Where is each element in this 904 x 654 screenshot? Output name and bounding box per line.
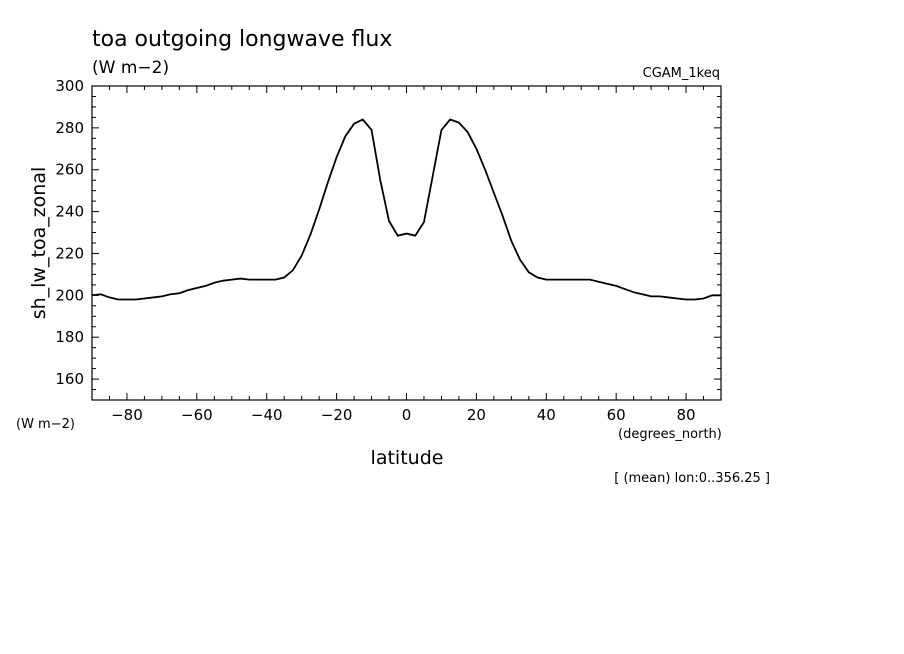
plot-frame — [91, 85, 722, 401]
x-tick-label: 80 — [677, 406, 696, 424]
x-axis: −80 −60 −40 −20 0 20 40 60 80 — [91, 86, 722, 424]
y-tick-label: 280 — [55, 119, 84, 137]
y-tick-label: 200 — [55, 286, 84, 304]
x-axis-label: latitude — [371, 447, 444, 469]
y-tick-label: 220 — [55, 244, 84, 262]
x-tick-label: 40 — [537, 406, 556, 424]
chart-title: toa outgoing longwave flux — [92, 27, 392, 52]
y-tick-label: 240 — [55, 203, 84, 221]
x-tick-label: −80 — [111, 406, 143, 424]
x-tick-label: −40 — [251, 406, 283, 424]
y-tick-label: 300 — [55, 77, 84, 95]
y-tick-label: 260 — [55, 161, 84, 179]
y-axis: 160 180 200 220 240 260 280 300 — [55, 77, 721, 401]
x-tick-label: 0 — [402, 406, 412, 424]
x-tick-label: 20 — [467, 406, 486, 424]
y-tick-label: 180 — [55, 328, 84, 346]
y-axis-units: (W m−2) — [16, 417, 75, 432]
x-tick-label: −60 — [181, 406, 213, 424]
dataset-label: CGAM_1keq — [643, 66, 720, 81]
title-units: (W m−2) — [92, 58, 169, 78]
footnote: [ (mean) lon:0..356.25 ] — [614, 471, 770, 486]
x-axis-units: (degrees_north) — [618, 427, 722, 442]
y-axis-label: sh_lw_toa_zonal — [28, 167, 50, 320]
series-line — [91, 118, 721, 301]
y-tick-label: 160 — [55, 370, 84, 388]
x-tick-label: 60 — [607, 406, 626, 424]
x-tick-label: −20 — [321, 406, 353, 424]
